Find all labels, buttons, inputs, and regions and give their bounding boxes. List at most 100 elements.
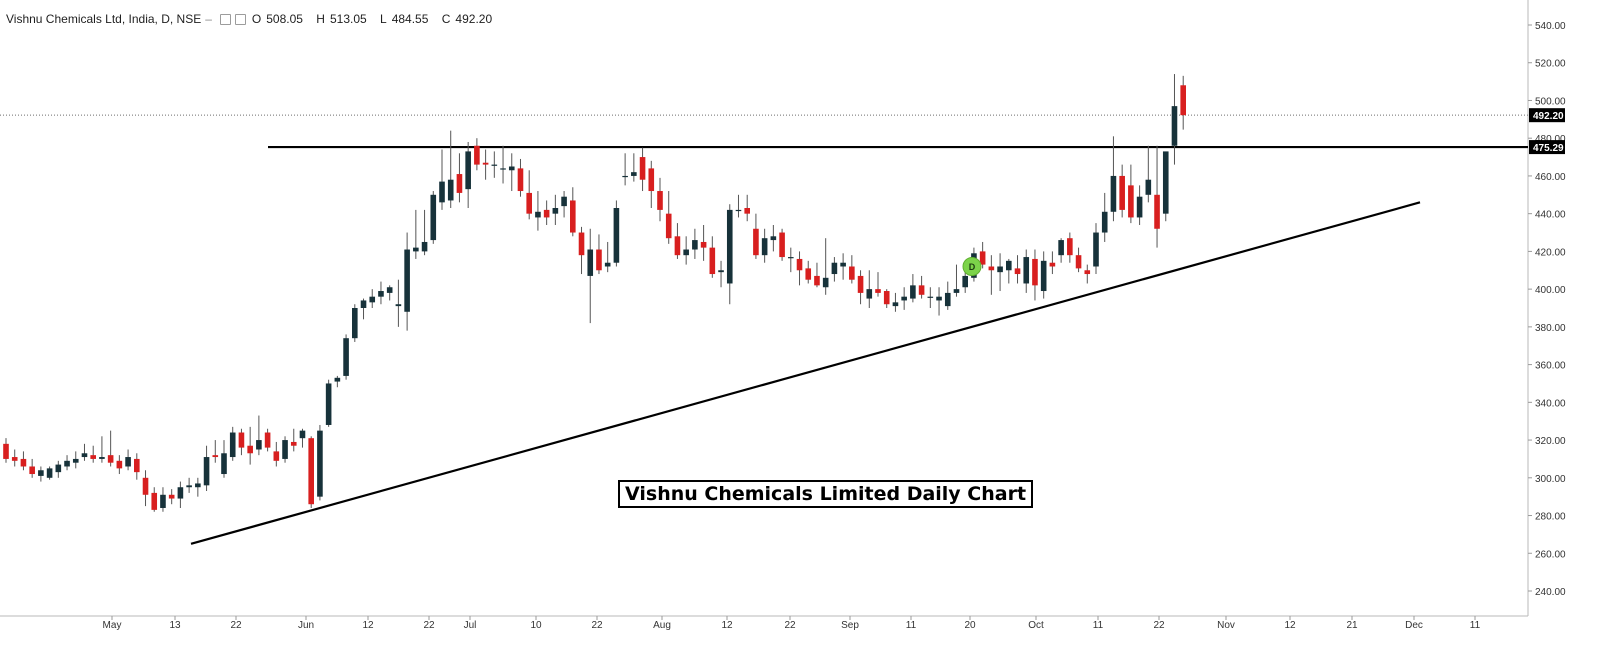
candle	[1093, 223, 1099, 275]
candle-body	[1093, 232, 1099, 267]
candle	[317, 424, 323, 501]
candle-body	[11, 457, 18, 461]
candle	[1145, 145, 1152, 203]
candle	[439, 149, 445, 210]
candle-body	[317, 430, 323, 497]
candle-body	[90, 455, 96, 459]
candle-body	[962, 275, 968, 288]
candle-body	[474, 145, 480, 165]
candle-body	[325, 383, 332, 425]
candle-body	[247, 445, 253, 454]
candle-body	[491, 164, 498, 166]
high-value: 513.05	[329, 12, 367, 26]
candle-body	[770, 236, 777, 241]
candle-body	[3, 443, 9, 459]
candle	[334, 375, 341, 388]
candle	[910, 274, 916, 303]
candle	[517, 158, 524, 197]
y-tick-label: 240.00	[1535, 587, 1566, 598]
candle-body	[901, 296, 907, 301]
candle-body	[1006, 260, 1012, 271]
collapse-legend-button[interactable]: –	[205, 12, 212, 26]
candle	[1084, 264, 1091, 284]
candle-body	[788, 257, 794, 259]
candle-body	[1040, 260, 1047, 292]
candle-body	[99, 457, 105, 459]
candle-body	[439, 181, 445, 203]
x-tick-label: 21	[1346, 620, 1358, 631]
candle-body	[718, 270, 724, 273]
candle	[386, 285, 393, 301]
candle-body	[726, 209, 733, 284]
candle-body	[979, 251, 986, 265]
open-value: 508.05	[266, 12, 303, 26]
y-tick-label: 480.00	[1535, 134, 1566, 145]
candle-body	[517, 168, 524, 192]
visibility-icon[interactable]	[219, 13, 231, 25]
candle-body	[543, 209, 550, 218]
candle	[360, 298, 367, 320]
candle	[229, 426, 236, 461]
candle	[849, 255, 855, 284]
candle	[718, 260, 724, 288]
candle-body	[1145, 179, 1152, 195]
candle-body	[142, 477, 149, 495]
candle-body	[997, 266, 1003, 273]
x-tick-label: 22	[1153, 620, 1165, 631]
candle	[570, 187, 576, 237]
candle-body	[578, 232, 585, 256]
candle-body	[1032, 258, 1038, 286]
candle	[20, 451, 27, 471]
candle	[247, 426, 253, 465]
candle	[256, 415, 262, 456]
candle-body	[404, 249, 410, 312]
candle-body	[160, 494, 166, 508]
candle	[761, 228, 768, 263]
candle-body	[308, 438, 314, 505]
candle-body	[796, 258, 803, 271]
candle	[918, 275, 925, 299]
y-tick-label: 260.00	[1535, 549, 1566, 560]
candle-body	[1058, 240, 1064, 256]
candle-body	[735, 209, 742, 212]
candle-body	[447, 179, 454, 201]
candle	[273, 441, 280, 467]
candle-body	[413, 247, 419, 252]
price-label-background	[1529, 108, 1565, 123]
candle-body	[988, 266, 995, 271]
candle-body	[918, 285, 925, 295]
candle	[1136, 185, 1143, 225]
candle-body	[1136, 196, 1143, 218]
candle	[29, 458, 35, 478]
candle-body	[639, 157, 646, 180]
candle-body	[849, 266, 855, 280]
candle-body	[665, 213, 672, 239]
y-tick-label: 440.00	[1535, 210, 1566, 221]
candle-body	[1075, 255, 1082, 269]
support-trendline	[190, 201, 1421, 545]
candle-body	[805, 268, 812, 280]
candle	[657, 177, 663, 222]
x-tick-label: Jun	[298, 620, 314, 631]
price-labels: 492.20 475.29	[1529, 108, 1565, 155]
candle-body	[1101, 211, 1108, 233]
candle-body	[1023, 257, 1030, 284]
candle-body	[1128, 185, 1134, 218]
candle-body	[657, 191, 663, 210]
signal-marker	[962, 256, 982, 276]
candle	[343, 334, 349, 380]
settings-icon[interactable]	[234, 13, 246, 25]
candle	[116, 455, 123, 475]
candle-body	[116, 460, 123, 469]
y-tick-label: 520.00	[1535, 59, 1566, 70]
candle-body	[587, 249, 594, 276]
candle	[421, 209, 428, 256]
candle-body	[360, 300, 367, 308]
x-tick-label: 11	[1470, 620, 1481, 631]
candle-body	[831, 262, 838, 275]
candle	[997, 253, 1003, 292]
y-tick-label: 460.00	[1535, 172, 1566, 183]
